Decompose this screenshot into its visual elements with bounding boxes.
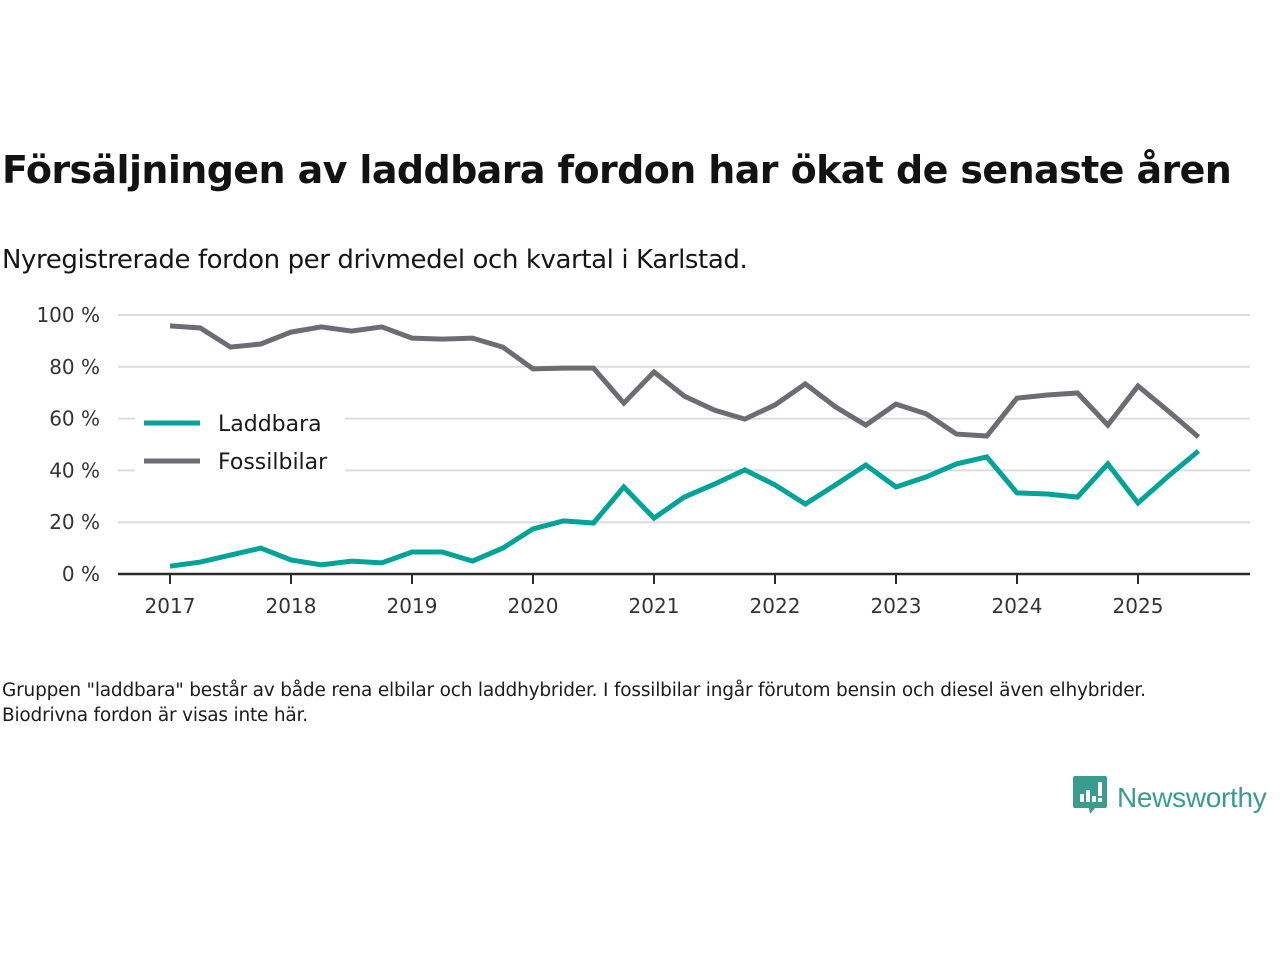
y-axis: 0 % 20 % 40 % 60 % 80 % 100 % [36, 303, 100, 586]
brand-logo[interactable]: Newsworthy [1073, 776, 1267, 820]
x-tick-label: 2022 [750, 594, 801, 618]
y-tick-label: 20 % [49, 510, 100, 534]
x-tick-label: 2025 [1113, 594, 1164, 618]
legend-background [135, 402, 345, 484]
y-tick-label: 0 % [62, 562, 100, 586]
x-tick-label: 2023 [871, 594, 922, 618]
series-lines [169, 323, 1201, 569]
chart-subtitle: Nyregistrerade fordon per drivmedel och … [2, 245, 748, 275]
x-tick-label: 2020 [508, 594, 559, 618]
chart-title: Försäljningen av laddbara fordon har öka… [2, 148, 1232, 192]
x-tick-label: 2024 [992, 594, 1043, 618]
line-chart: 0 % 20 % 40 % 60 % 80 % 100 % 2017 2018 2019 202… [36, 303, 1250, 618]
series-line-fossilbilar [169, 323, 1201, 439]
x-tick-label: 2017 [145, 594, 196, 618]
x-tick-label: 2018 [266, 594, 317, 618]
y-tick-label: 40 % [49, 458, 100, 482]
y-tick-label: 80 % [49, 355, 100, 379]
series-line-laddbara [169, 449, 1201, 569]
legend-label-fossilbilar: Fossilbilar [218, 450, 328, 475]
legend-label-laddbara: Laddbara [218, 412, 322, 437]
newsworthy-chart-bubble-icon [1073, 776, 1107, 820]
x-axis: 2017 2018 2019 2020 2021 2022 2023 2024 2025 [118, 572, 1250, 618]
brand-name: Newsworthy [1117, 782, 1267, 813]
footnote: Gruppen "laddbara" består av både rena e… [2, 680, 1146, 726]
y-tick-label: 100 % [36, 303, 100, 327]
y-tick-label: 60 % [49, 407, 100, 431]
x-tick-label: 2019 [387, 594, 438, 618]
legend: Laddbara Fossilbilar [135, 402, 345, 484]
x-tick-label: 2021 [629, 594, 680, 618]
